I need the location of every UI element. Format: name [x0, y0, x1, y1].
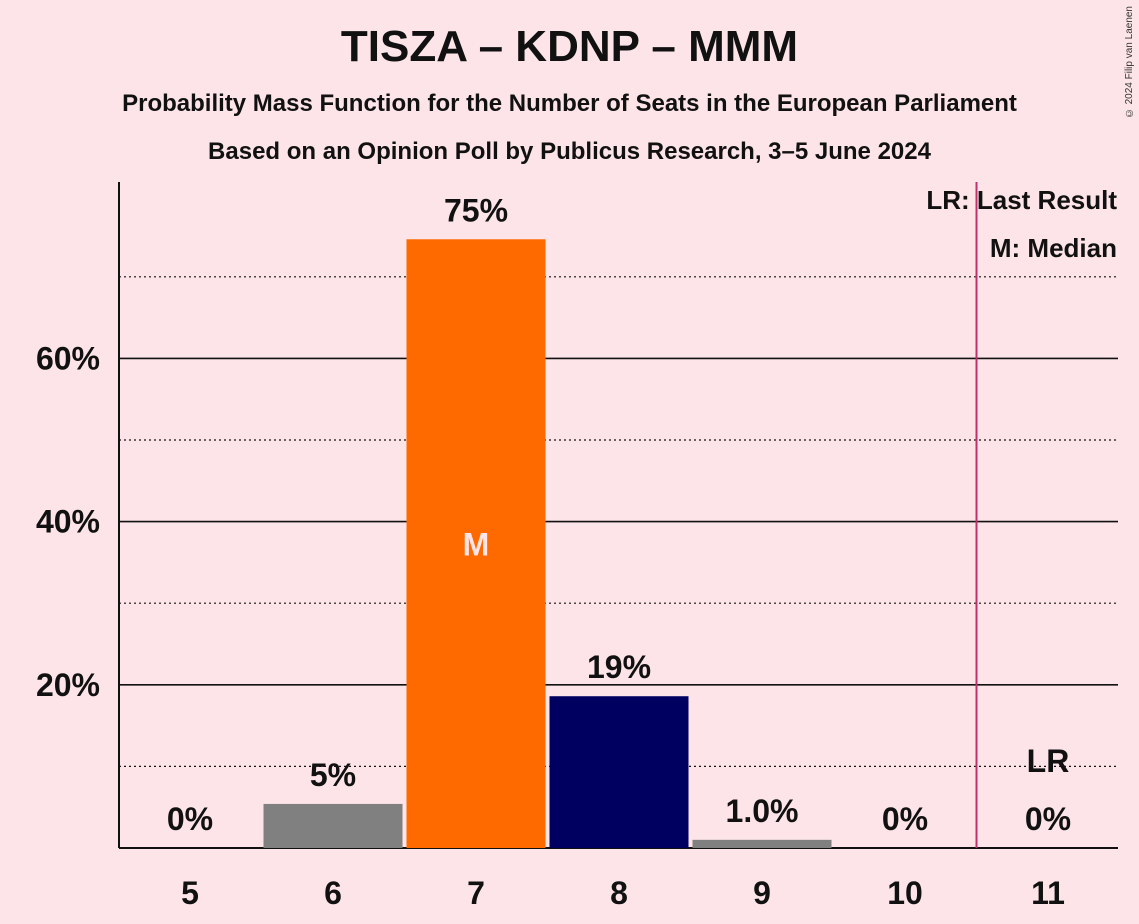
- data-label: 75%: [444, 192, 508, 228]
- data-label: 0%: [167, 801, 213, 837]
- x-tick-label: 5: [181, 875, 199, 911]
- data-label: 0%: [882, 801, 928, 837]
- chart-subtitle: Probability Mass Function for the Number…: [122, 90, 1017, 117]
- chart-source: Based on an Opinion Poll by Publicus Res…: [208, 138, 931, 165]
- bars: [263, 239, 832, 848]
- x-axis-ticks: 5 6 7 8 9 10 11: [181, 875, 1065, 911]
- x-tick-label: 8: [610, 875, 628, 911]
- data-label: 1.0%: [726, 793, 799, 829]
- data-labels: 0% 5% 75% M 19% 1.0% 0% 0% LR: [167, 192, 1071, 837]
- last-result-marker: LR: [1027, 743, 1070, 779]
- data-label: 0%: [1025, 801, 1071, 837]
- x-tick-label: 10: [887, 875, 923, 911]
- bar-seats-7: [406, 239, 546, 848]
- bar-seats-9: [692, 839, 832, 848]
- x-tick-label: 6: [324, 875, 342, 911]
- median-marker: M: [463, 527, 490, 563]
- x-tick-label: 11: [1031, 875, 1065, 911]
- y-axis-ticks: 20% 40% 60%: [36, 340, 100, 702]
- y-tick-label: 60%: [36, 340, 100, 376]
- legend-entry: LR: Last Result: [926, 185, 1117, 215]
- legend: LR: Last Result M: Median: [926, 185, 1117, 263]
- y-tick-label: 20%: [36, 667, 100, 703]
- data-label: 5%: [310, 757, 356, 793]
- bar-seats-6: [263, 803, 403, 848]
- bar-seats-8: [549, 696, 689, 848]
- y-tick-label: 40%: [36, 504, 100, 540]
- chart-title: TISZA – KDNP – MMM: [340, 22, 799, 71]
- x-tick-label: 9: [753, 875, 771, 911]
- legend-entry: M: Median: [990, 233, 1117, 263]
- x-tick-label: 7: [467, 875, 485, 911]
- data-label: 19%: [587, 649, 651, 685]
